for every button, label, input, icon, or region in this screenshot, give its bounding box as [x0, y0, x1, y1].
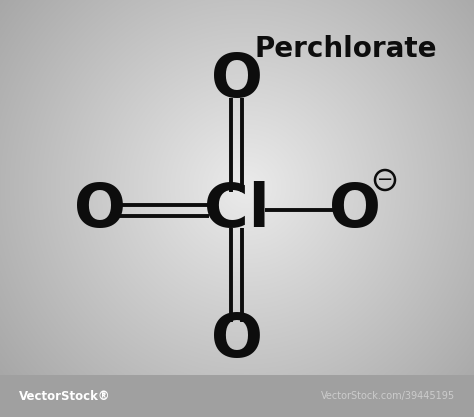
Text: Cl: Cl — [204, 181, 270, 239]
Text: VectorStock®: VectorStock® — [19, 389, 110, 403]
Text: Perchlorate: Perchlorate — [255, 35, 438, 63]
Text: O: O — [74, 181, 126, 239]
Text: O: O — [211, 311, 263, 369]
Text: O: O — [329, 181, 381, 239]
Text: VectorStock.com/39445195: VectorStock.com/39445195 — [321, 391, 455, 401]
Text: −: − — [377, 171, 393, 189]
Text: O: O — [211, 50, 263, 110]
